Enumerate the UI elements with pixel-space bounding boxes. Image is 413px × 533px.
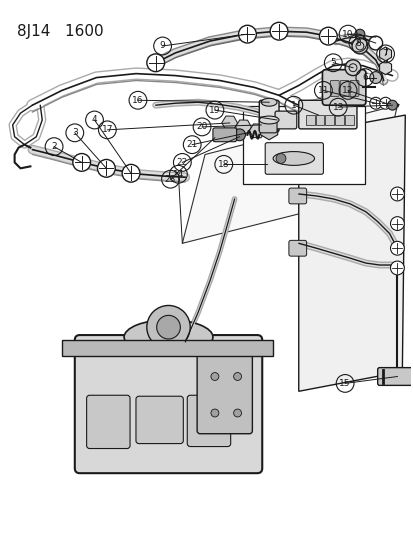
Ellipse shape	[259, 116, 278, 124]
FancyBboxPatch shape	[86, 395, 130, 449]
Circle shape	[122, 164, 140, 182]
Circle shape	[368, 36, 382, 50]
FancyBboxPatch shape	[298, 100, 356, 129]
Text: 23: 23	[164, 175, 176, 184]
Circle shape	[233, 409, 241, 417]
Text: 9: 9	[159, 42, 165, 51]
FancyBboxPatch shape	[344, 115, 353, 125]
Ellipse shape	[261, 98, 276, 106]
Text: 7: 7	[382, 50, 387, 59]
Circle shape	[387, 100, 396, 110]
Circle shape	[270, 22, 287, 40]
FancyBboxPatch shape	[259, 117, 276, 133]
FancyBboxPatch shape	[322, 70, 365, 105]
Ellipse shape	[273, 151, 314, 165]
Circle shape	[97, 159, 115, 177]
Circle shape	[344, 60, 360, 76]
Text: 17: 17	[101, 125, 113, 134]
Text: 3: 3	[72, 128, 78, 138]
FancyBboxPatch shape	[288, 240, 306, 256]
Circle shape	[238, 25, 256, 43]
Text: 6: 6	[361, 73, 367, 82]
Text: 5: 5	[330, 58, 335, 67]
Circle shape	[147, 305, 190, 349]
Circle shape	[369, 71, 381, 84]
Circle shape	[211, 373, 218, 381]
Circle shape	[389, 241, 404, 255]
FancyBboxPatch shape	[377, 368, 413, 385]
Polygon shape	[298, 115, 404, 391]
Circle shape	[319, 27, 337, 45]
Circle shape	[233, 129, 245, 141]
Text: 21: 21	[186, 140, 197, 149]
Text: 12: 12	[342, 86, 353, 95]
FancyBboxPatch shape	[335, 115, 343, 125]
FancyBboxPatch shape	[259, 100, 278, 132]
FancyBboxPatch shape	[75, 335, 261, 473]
Circle shape	[389, 187, 404, 201]
Circle shape	[354, 29, 364, 39]
FancyBboxPatch shape	[330, 80, 338, 96]
FancyBboxPatch shape	[212, 128, 236, 142]
Text: 15: 15	[339, 379, 350, 388]
Text: 14: 14	[172, 169, 184, 179]
Text: 10: 10	[342, 30, 353, 39]
Circle shape	[156, 316, 180, 339]
Circle shape	[389, 217, 404, 230]
Text: 19: 19	[209, 106, 220, 115]
Circle shape	[147, 54, 164, 71]
FancyBboxPatch shape	[349, 80, 358, 96]
FancyBboxPatch shape	[242, 106, 364, 184]
FancyBboxPatch shape	[197, 354, 252, 434]
Text: 22: 22	[176, 158, 188, 167]
Polygon shape	[182, 105, 396, 244]
Circle shape	[369, 98, 381, 109]
FancyBboxPatch shape	[325, 115, 333, 125]
FancyBboxPatch shape	[315, 115, 324, 125]
Text: 1: 1	[290, 101, 296, 110]
Circle shape	[351, 38, 367, 54]
Text: 20: 20	[196, 123, 207, 132]
Text: 11: 11	[317, 86, 328, 95]
Circle shape	[211, 409, 218, 417]
Circle shape	[379, 98, 391, 109]
FancyBboxPatch shape	[339, 80, 348, 96]
Circle shape	[233, 373, 241, 381]
Circle shape	[389, 261, 404, 275]
Text: 18: 18	[218, 160, 229, 169]
Text: 8: 8	[354, 38, 360, 47]
Text: 4: 4	[92, 116, 97, 125]
FancyBboxPatch shape	[187, 395, 230, 447]
Circle shape	[275, 154, 285, 164]
Ellipse shape	[124, 320, 212, 354]
FancyBboxPatch shape	[265, 143, 323, 174]
Text: 2: 2	[51, 142, 57, 151]
Circle shape	[73, 154, 90, 171]
Text: 8J14   1600: 8J14 1600	[17, 25, 103, 39]
FancyBboxPatch shape	[288, 188, 306, 204]
FancyBboxPatch shape	[135, 396, 183, 443]
Text: 16: 16	[132, 96, 143, 105]
FancyBboxPatch shape	[274, 111, 296, 129]
FancyBboxPatch shape	[305, 115, 314, 125]
Text: 13: 13	[332, 103, 343, 112]
FancyBboxPatch shape	[62, 340, 273, 356]
